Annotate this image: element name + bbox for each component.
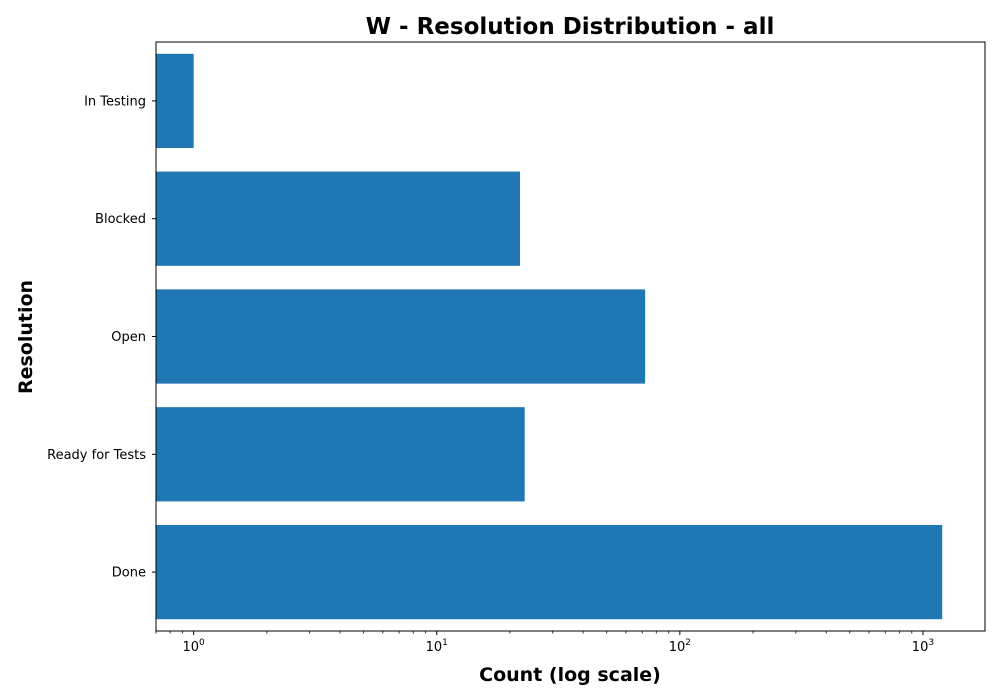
x-tick-label: 103 [912, 638, 934, 655]
chart-title: W - Resolution Distribution - all [366, 14, 775, 40]
bar-ready-for-tests [156, 407, 525, 502]
y-tick-label: Open [111, 330, 146, 345]
bar-done [156, 524, 943, 620]
y-tick-label: In Testing [84, 94, 146, 109]
plot-frame [155, 41, 986, 632]
y-axis-ticks: In Testing Blocked Open Ready for Tests Done [47, 94, 156, 581]
y-axis-label: Resolution [15, 280, 37, 394]
x-tick-label: 101 [426, 638, 448, 655]
x-tick-label: 100 [183, 638, 206, 655]
x-tick-label: 102 [669, 638, 691, 655]
x-axis-label: Count (log scale) [479, 664, 661, 686]
bar-in-testing [156, 53, 194, 149]
bar-open [156, 289, 646, 384]
bar-blocked [156, 171, 520, 266]
y-tick-label: Blocked [95, 212, 146, 227]
y-tick-label: Done [112, 566, 146, 581]
bars-layer [156, 53, 943, 620]
x-axis-ticks: 100 101 102 103 [155, 631, 934, 655]
y-tick-label: Ready for Tests [47, 448, 146, 463]
